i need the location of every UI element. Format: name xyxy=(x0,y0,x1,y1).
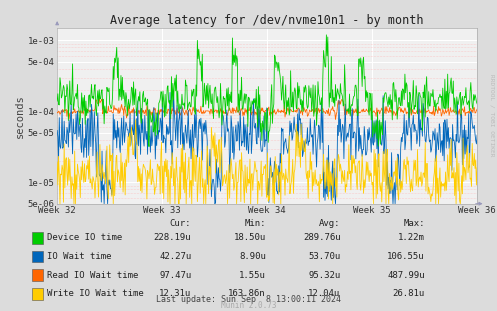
Text: 487.99u: 487.99u xyxy=(387,271,425,280)
Title: Average latency for /dev/nvme10n1 - by month: Average latency for /dev/nvme10n1 - by m… xyxy=(110,14,424,27)
Text: RRDTOOL / TOBI OETIKER: RRDTOOL / TOBI OETIKER xyxy=(490,74,495,156)
Text: Cur:: Cur: xyxy=(170,219,191,228)
Text: 12.31u: 12.31u xyxy=(159,290,191,298)
Text: 1.22m: 1.22m xyxy=(398,234,425,242)
Text: 95.32u: 95.32u xyxy=(308,271,340,280)
Text: Last update: Sun Sep  8 13:00:11 2024: Last update: Sun Sep 8 13:00:11 2024 xyxy=(156,295,341,304)
Text: 26.81u: 26.81u xyxy=(393,290,425,298)
Text: 42.27u: 42.27u xyxy=(159,252,191,261)
Text: 106.55u: 106.55u xyxy=(387,252,425,261)
Text: 163.86n: 163.86n xyxy=(228,290,266,298)
Text: Read IO Wait time: Read IO Wait time xyxy=(47,271,139,280)
Text: Avg:: Avg: xyxy=(319,219,340,228)
Text: Munin 2.0.73: Munin 2.0.73 xyxy=(221,301,276,310)
Text: Max:: Max: xyxy=(404,219,425,228)
Text: 1.55u: 1.55u xyxy=(239,271,266,280)
Text: 18.50u: 18.50u xyxy=(234,234,266,242)
Text: 228.19u: 228.19u xyxy=(154,234,191,242)
Text: Write IO Wait time: Write IO Wait time xyxy=(47,290,144,298)
Text: Min:: Min: xyxy=(245,219,266,228)
Text: IO Wait time: IO Wait time xyxy=(47,252,112,261)
Text: 289.76u: 289.76u xyxy=(303,234,340,242)
Text: 8.90u: 8.90u xyxy=(239,252,266,261)
Text: Device IO time: Device IO time xyxy=(47,234,122,242)
Text: 97.47u: 97.47u xyxy=(159,271,191,280)
Text: 53.70u: 53.70u xyxy=(308,252,340,261)
Y-axis label: seconds: seconds xyxy=(15,94,25,138)
Text: 12.04u: 12.04u xyxy=(308,290,340,298)
